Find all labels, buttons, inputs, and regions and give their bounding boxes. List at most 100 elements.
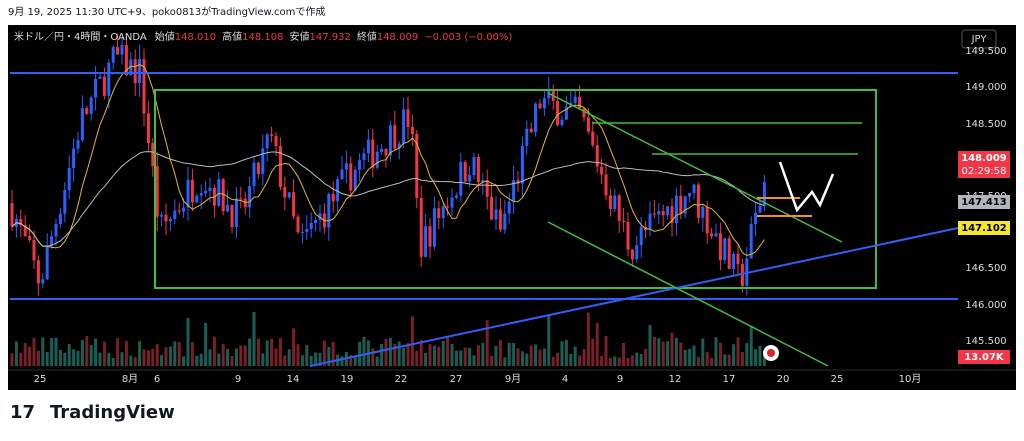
- volume-bar: [243, 345, 247, 366]
- candle: [19, 219, 23, 226]
- volume-bar: [177, 342, 181, 366]
- candle: [520, 145, 524, 184]
- volume-bar: [129, 355, 133, 366]
- candle: [503, 213, 507, 230]
- volume-bar: [520, 351, 524, 366]
- currency-label: JPY: [971, 34, 988, 45]
- date-label: 19: [341, 374, 354, 385]
- candle: [274, 135, 278, 147]
- currency-button[interactable]: [961, 29, 997, 49]
- candles: [10, 33, 766, 366]
- volume-bar: [679, 342, 683, 366]
- candle: [142, 59, 146, 114]
- volume-bar: [661, 341, 665, 366]
- candle: [657, 211, 661, 215]
- volume-bar: [516, 348, 520, 366]
- candle: [415, 134, 419, 198]
- volume-bar: [688, 348, 692, 366]
- candle: [727, 238, 731, 269]
- volume-bar: [322, 340, 326, 366]
- volume-bar: [472, 355, 476, 366]
- candle: [243, 198, 247, 208]
- volume-bar: [705, 351, 709, 366]
- volume-bar: [10, 353, 14, 366]
- volume-bar: [652, 336, 656, 366]
- candle: [296, 216, 300, 233]
- candle: [564, 106, 568, 120]
- candle: [28, 236, 32, 241]
- price-label: 149.500: [965, 46, 1006, 57]
- volume-bar: [138, 341, 142, 366]
- volume-bar: [230, 355, 234, 366]
- candle: [182, 207, 186, 212]
- volume-bar: [534, 344, 538, 366]
- volume-bar: [503, 357, 507, 366]
- candle: [168, 219, 172, 222]
- candle: [265, 134, 269, 149]
- volume-bar: [353, 357, 357, 366]
- candle: [652, 213, 656, 215]
- volume-bar: [622, 342, 626, 366]
- volume-bar: [72, 349, 76, 366]
- candle: [217, 179, 221, 206]
- volume-bar: [195, 355, 199, 366]
- candle: [230, 204, 234, 227]
- volume-bar: [80, 339, 84, 366]
- volume-bar: [485, 320, 489, 366]
- price-tag-label: 148.009: [961, 153, 1007, 164]
- legend-item: 148.009: [377, 32, 418, 43]
- volume-bar: [190, 342, 194, 366]
- volume-bar: [718, 343, 722, 366]
- volume-bar: [85, 336, 89, 366]
- volume-bar: [23, 342, 27, 366]
- candle: [133, 59, 137, 84]
- volume-bar: [362, 336, 366, 366]
- candle: [723, 238, 727, 261]
- volume-bar: [204, 322, 208, 366]
- candle: [525, 128, 529, 146]
- candle: [635, 245, 639, 260]
- candle: [459, 162, 463, 196]
- volume-bar: [564, 339, 568, 366]
- volume-bar: [648, 325, 652, 366]
- volume-bar: [710, 357, 714, 366]
- date-label: 6: [154, 374, 160, 385]
- volume-bar: [490, 355, 494, 366]
- volume-bar: [463, 347, 467, 366]
- candle: [32, 240, 36, 261]
- candle: [560, 119, 564, 126]
- volume-bar: [76, 350, 80, 366]
- candle: [72, 148, 76, 168]
- candle: [688, 193, 692, 197]
- volume-bar: [256, 338, 260, 366]
- price-tag: [958, 151, 1010, 178]
- candle: [186, 179, 190, 208]
- volume-bar: [120, 352, 124, 366]
- candle: [428, 226, 432, 247]
- volume-bar: [538, 349, 542, 366]
- candle: [107, 62, 111, 96]
- candle: [661, 211, 665, 216]
- candle: [80, 108, 84, 141]
- candle: [63, 190, 67, 214]
- price-tag: [958, 221, 1010, 235]
- candle: [481, 180, 485, 183]
- volume-bar: [296, 344, 300, 366]
- candle: [498, 209, 502, 230]
- candle: [670, 206, 674, 223]
- candle: [740, 264, 744, 286]
- candle: [309, 223, 313, 230]
- candle: [494, 209, 498, 220]
- candle: [384, 148, 388, 156]
- candle: [45, 245, 49, 280]
- candle: [129, 59, 133, 76]
- candle: [314, 219, 318, 224]
- date-label: 20: [777, 374, 790, 385]
- volume-bar: [186, 318, 190, 366]
- date-label: 9: [235, 374, 241, 385]
- volume-bar: [432, 345, 436, 366]
- legend-item: 終値: [357, 30, 377, 43]
- volume-bar: [309, 355, 313, 366]
- volume-bar: [173, 341, 177, 366]
- candle: [586, 117, 590, 132]
